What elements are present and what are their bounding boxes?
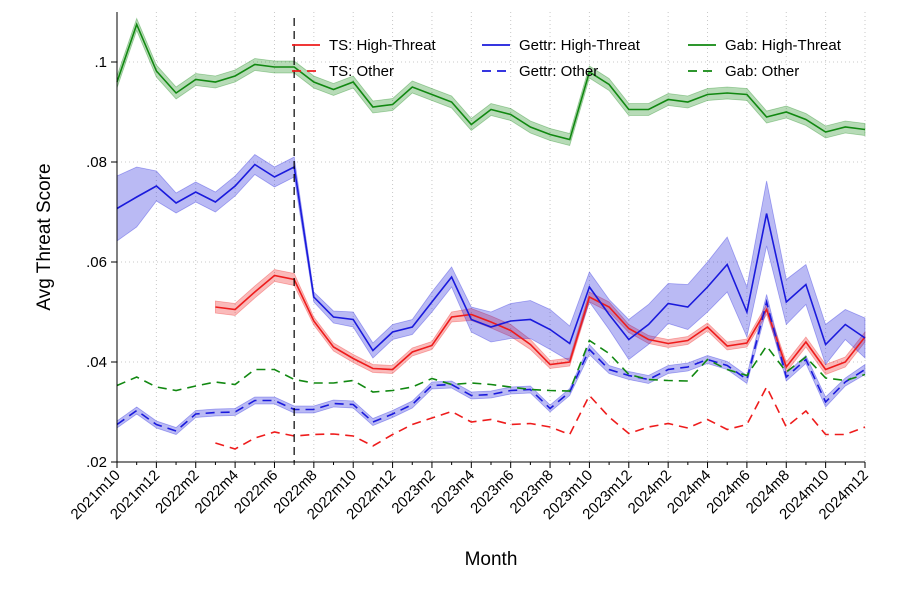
y-axis-title: Avg Threat Score (34, 163, 55, 310)
legend-label-gab-high-threat: Gab: High-Threat (725, 37, 842, 54)
legend-label-gettr-other: Gettr: Other (519, 63, 598, 80)
legend-label-ts-other: TS: Other (329, 63, 394, 80)
gettr-other-line (116, 298, 866, 432)
gab-other-line (116, 339, 866, 393)
gab-high-threat-ci-band (116, 17, 866, 146)
y-tick-label: .02 (86, 454, 107, 471)
series-lines (116, 22, 866, 450)
gettr-high-threat-line (116, 163, 866, 352)
y-tick-label: .04 (86, 354, 107, 371)
y-tick-label: .06 (86, 254, 107, 271)
legend-label-gettr-high-threat: Gettr: High-Threat (519, 37, 641, 54)
ts-other-line (215, 385, 866, 450)
legend: TS: High-Threat Gettr: High-Threat Gab: Hi… (292, 37, 842, 80)
gab-high-threat-line (116, 22, 866, 141)
x-axis-title: Month (465, 549, 518, 570)
y-tick-label: .1 (94, 54, 107, 71)
gettr-high-threat-ci-band (116, 153, 866, 366)
grid (116, 12, 866, 463)
legend-label-gab-other: Gab: Other (725, 63, 799, 80)
y-tick-label: .08 (86, 154, 107, 171)
legend-label-ts-high-threat: TS: High-Threat (329, 37, 437, 54)
confidence-bands (116, 17, 866, 435)
ts-high-threat-line (215, 274, 866, 371)
